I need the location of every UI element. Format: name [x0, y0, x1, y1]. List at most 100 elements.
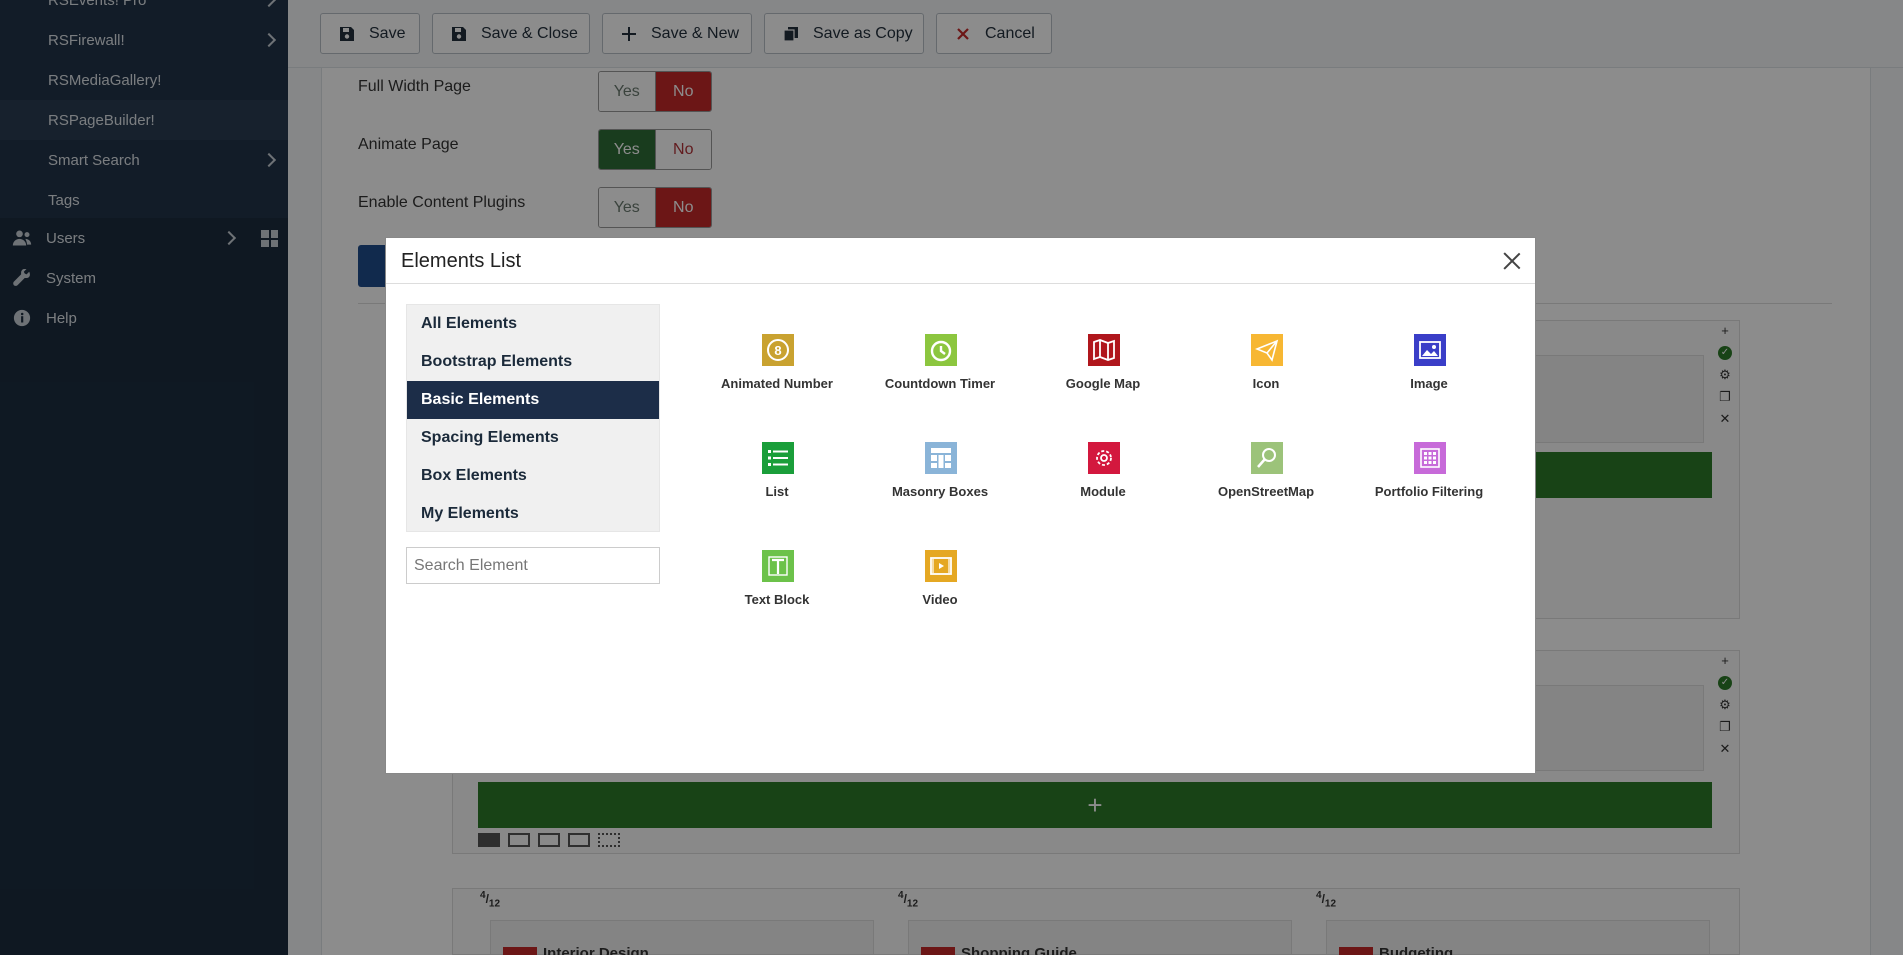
element-portfolio-filtering[interactable]: Portfolio Filtering: [1354, 442, 1504, 512]
info-icon: [13, 309, 31, 327]
column-size-num: 4: [898, 890, 904, 901]
check-icon[interactable]: ✓: [1718, 346, 1732, 360]
plus-icon: +: [1087, 789, 1103, 820]
sidebar-item-rspagebuilder[interactable]: RSPageBuilder!: [0, 100, 288, 140]
check-icon[interactable]: ✓: [1718, 676, 1732, 690]
enable-content-plugins-label: Enable Content Plugins: [358, 194, 526, 211]
sidebar-item-users[interactable]: Users: [0, 218, 288, 258]
sidebar-item-label: Users: [46, 229, 86, 247]
card-title: Interior Design: [543, 945, 649, 955]
add-element-bar[interactable]: +: [478, 782, 1712, 828]
category-all-elements[interactable]: All Elements: [421, 315, 518, 332]
gear-icon[interactable]: ⚙: [1719, 367, 1731, 382]
category-my-elements[interactable]: My Elements: [421, 505, 519, 522]
cancel-button[interactable]: Cancel: [936, 13, 1052, 54]
sidebar-item-rsevents[interactable]: RSEvents! Pro: [0, 0, 288, 20]
sidebar-item-label: System: [46, 269, 97, 287]
element-card[interactable]: Budgeting: [1326, 920, 1710, 955]
layout-4col-icon[interactable]: [568, 833, 590, 847]
category-spacing-elements[interactable]: Spacing Elements: [421, 429, 559, 446]
element-masonry-boxes[interactable]: Masonry Boxes: [865, 442, 1015, 512]
modal-header: Elements List: [386, 238, 1535, 284]
element-list[interactable]: List: [702, 442, 852, 512]
column-size-num: 4: [1316, 890, 1322, 901]
toggle-yes[interactable]: Yes: [599, 72, 655, 111]
copy-icon: [783, 27, 798, 42]
dashboard-grid-icon[interactable]: [261, 230, 278, 247]
element-text-block[interactable]: Text Block: [702, 550, 852, 620]
element-icon[interactable]: Icon: [1191, 334, 1341, 404]
sidebar-item-rsmediagallery[interactable]: RSMediaGallery!: [0, 60, 288, 100]
element-image[interactable]: Image: [1354, 334, 1504, 404]
toggle-yes[interactable]: Yes: [599, 130, 655, 169]
toolbar: Save Save & Close Save & New Save as Cop…: [288, 0, 1903, 68]
wrench-icon: [13, 269, 30, 286]
element-video[interactable]: Video: [865, 550, 1015, 620]
element-animated-number[interactable]: 8 Animated Number: [702, 334, 852, 404]
category-box-elements[interactable]: Box Elements: [421, 467, 527, 484]
countdown-timer-icon: [925, 334, 957, 366]
card-title: Shopping Guide: [961, 945, 1077, 955]
close-icon[interactable]: ✕: [1719, 411, 1731, 426]
google-map-icon: [1088, 334, 1120, 366]
column-size-label: 4/12: [480, 890, 501, 910]
sidebar-item-label: Tags: [48, 191, 80, 209]
save-close-button[interactable]: Save & Close: [432, 13, 590, 54]
element-label: Google Map: [1065, 376, 1141, 391]
portfolio-filtering-icon: [1414, 442, 1446, 474]
element-label: Module: [1080, 484, 1126, 499]
animate-page-toggle[interactable]: Yes No: [598, 129, 712, 170]
full-width-page-toggle[interactable]: Yes No: [598, 71, 712, 112]
category-basic-elements[interactable]: Basic Elements: [407, 381, 659, 419]
save-as-copy-button[interactable]: Save as Copy: [764, 13, 924, 54]
toggle-no[interactable]: No: [654, 130, 711, 169]
layout-6col-icon[interactable]: [598, 833, 620, 847]
column-size-den: 12: [1324, 898, 1337, 910]
save-new-button-label: Save & New: [651, 24, 740, 42]
video-icon: [925, 550, 957, 582]
element-openstreetmap[interactable]: OpenStreetMap: [1191, 442, 1341, 512]
sidebar-item-label: RSPageBuilder!: [48, 111, 155, 129]
add-icon[interactable]: +: [1721, 653, 1729, 668]
close-icon[interactable]: ✕: [1719, 741, 1731, 756]
animated-number-icon: 8: [762, 334, 794, 366]
layout-2col-icon[interactable]: [508, 833, 530, 847]
layout-3col-icon[interactable]: [538, 833, 560, 847]
toggle-yes[interactable]: Yes: [599, 188, 655, 227]
gear-icon[interactable]: ⚙: [1719, 697, 1731, 712]
category-list: All Elements Bootstrap Elements Basic El…: [406, 304, 660, 532]
element-label: Text Block: [744, 592, 810, 607]
save-button[interactable]: Save: [320, 13, 420, 54]
add-icon[interactable]: +: [1721, 323, 1729, 338]
save-new-button[interactable]: Save & New: [602, 13, 752, 54]
sidebar-item-help[interactable]: Help: [0, 298, 288, 338]
element-label: List: [765, 484, 789, 499]
category-bootstrap-elements[interactable]: Bootstrap Elements: [421, 353, 573, 370]
column-layout-selector[interactable]: [478, 833, 638, 849]
copy-icon[interactable]: ❐: [1719, 719, 1731, 734]
enable-content-plugins-toggle[interactable]: Yes No: [598, 187, 712, 228]
element-module[interactable]: Module: [1028, 442, 1178, 512]
sidebar-item-label: Help: [46, 309, 77, 327]
sidebar-item-label: RSMediaGallery!: [48, 71, 162, 89]
sidebar-item-system[interactable]: System: [0, 258, 288, 298]
sidebar-item-rsfirewall[interactable]: RSFirewall!: [0, 20, 288, 60]
search-element-input[interactable]: [406, 547, 660, 584]
toggle-no[interactable]: No: [654, 72, 711, 111]
element-countdown-timer[interactable]: Countdown Timer: [865, 334, 1015, 404]
text-block-icon: [762, 550, 794, 582]
sidebar-item-tags[interactable]: Tags: [0, 180, 288, 220]
element-label: OpenStreetMap: [1217, 484, 1315, 499]
sidebar-item-smart-search[interactable]: Smart Search: [0, 140, 288, 180]
column-size-den: 12: [906, 898, 919, 910]
full-width-page-label: Full Width Page: [358, 78, 471, 95]
copy-icon[interactable]: ❐: [1719, 389, 1731, 404]
element-label: Portfolio Filtering: [1374, 484, 1484, 499]
save-close-button-label: Save & Close: [481, 24, 578, 42]
toggle-no[interactable]: No: [654, 188, 711, 227]
element-google-map[interactable]: Google Map: [1028, 334, 1178, 404]
close-icon[interactable]: [1501, 250, 1523, 272]
image-icon: [1414, 334, 1446, 366]
save-as-copy-button-label: Save as Copy: [813, 24, 913, 42]
layout-1col-icon[interactable]: [478, 833, 500, 847]
